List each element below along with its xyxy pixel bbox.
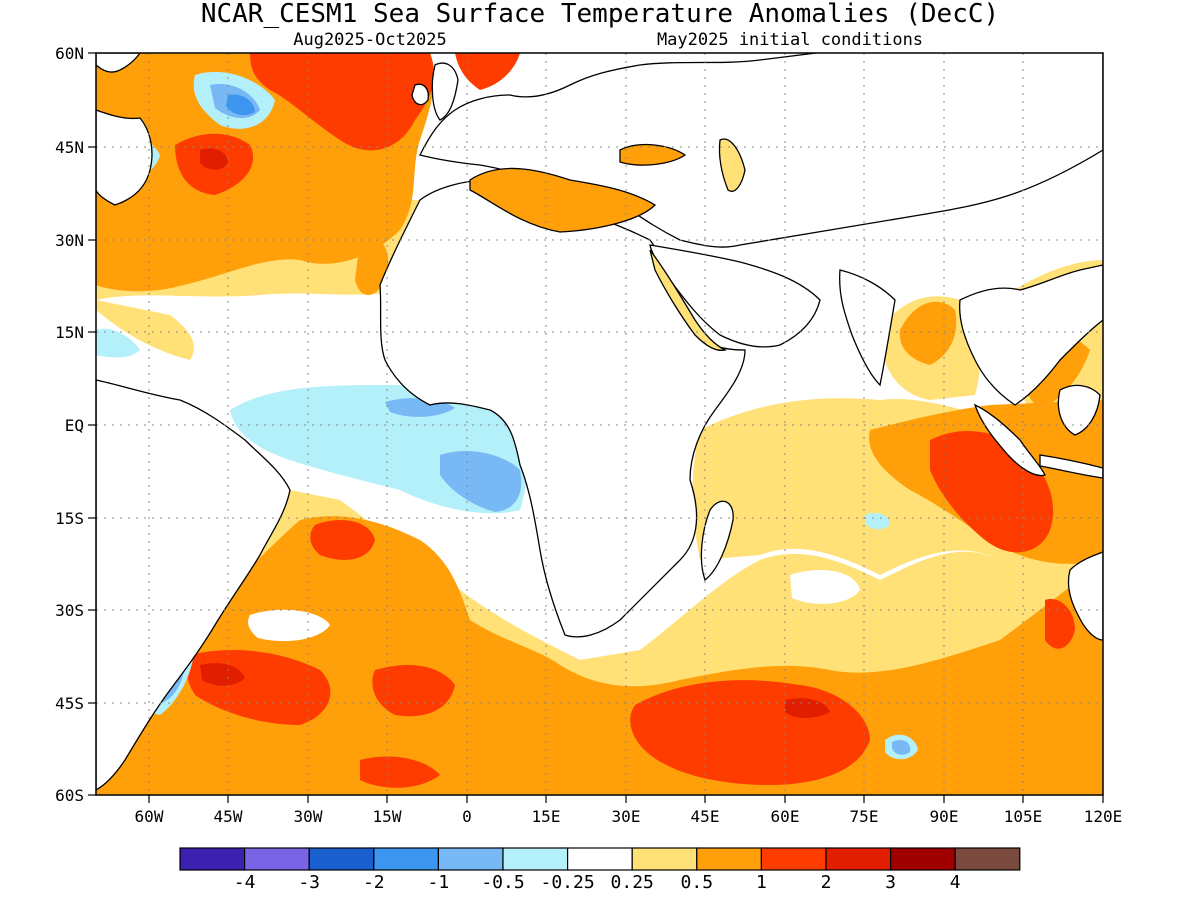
- lat-label-eq: EQ: [65, 416, 84, 435]
- colorbar-label-10: 3: [885, 872, 896, 893]
- anomaly-region-light-warm-east-pacific-edge: [96, 300, 194, 360]
- map-title: NCAR_CESM1 Sea Surface Temperature Anoma…: [201, 0, 999, 29]
- colorbar-label-3: -1: [428, 872, 450, 893]
- colorbar-label-4: -0.5: [481, 872, 524, 893]
- lat-label-30n: 30N: [55, 231, 84, 250]
- lat-label-60s: 60S: [55, 786, 84, 805]
- sumatra-island: [973, 403, 1046, 477]
- colorbar-label-9: 2: [821, 872, 832, 893]
- lon-label-60w: 60W: [135, 807, 164, 826]
- colorbar-bin-2: [308, 847, 375, 871]
- black-sea-water: [619, 143, 687, 166]
- anomaly-region-very-hot-gulf-stream: [200, 148, 228, 170]
- colorbar-bin-8: [696, 847, 762, 871]
- anomaly-region-hot-north-atlantic: [250, 53, 435, 151]
- anomaly-region-very-hot-south-atlantic: [200, 663, 245, 686]
- colorbar-label-7: 0.5: [681, 872, 714, 893]
- colorbar-label-6: 0.25: [611, 872, 654, 893]
- ireland-island: [411, 83, 429, 106]
- great-britain-island: [431, 62, 459, 121]
- colorbar-labels: -4 -3 -2 -1 -0.5 -0.25 0.25 0.5 1 2 3 4: [234, 872, 961, 893]
- map-frame: [95, 52, 1104, 796]
- lon-label-60e: 60E: [771, 807, 800, 826]
- anomaly-region-warm-southern-ocean: [96, 758, 1103, 795]
- southeast-asia-landmass: [959, 264, 1103, 406]
- colorbar-bin-9: [760, 847, 827, 871]
- greenland-landmass: [96, 53, 141, 73]
- latitude-axis: [88, 52, 96, 796]
- lat-label-15s: 15S: [55, 509, 84, 528]
- africa-landmass: [379, 177, 746, 638]
- lat-label-30s: 30S: [55, 601, 84, 620]
- lon-label-120e: 120E: [1084, 807, 1123, 826]
- anomaly-region-neutral-indian: [790, 570, 860, 604]
- anomaly-region-colder-labrador: [226, 94, 255, 116]
- lat-label-15n: 15N: [55, 323, 84, 342]
- lon-label-45w: 45W: [214, 807, 243, 826]
- lon-label-30e: 30E: [612, 807, 641, 826]
- lat-label-60n: 60N: [55, 44, 84, 63]
- plot-area: [96, 53, 1103, 795]
- colorbar-label-8: 1: [756, 872, 767, 893]
- land-masses: [96, 53, 1103, 791]
- lon-label-30w: 30W: [294, 807, 323, 826]
- lon-label-15e: 15E: [532, 807, 561, 826]
- colorbar: [179, 847, 1021, 871]
- anomaly-region-cold-kerguelen: [892, 740, 911, 755]
- india-subcontinent: [839, 269, 896, 387]
- anomaly-region-very-hot-southern-indian: [785, 698, 830, 718]
- colorbar-bin-12: [954, 847, 1021, 871]
- lon-label-15w: 15W: [373, 807, 402, 826]
- borneo-island: [1057, 384, 1101, 436]
- colorbar-bin-1: [244, 847, 310, 871]
- north-america-landmass: [96, 109, 153, 206]
- caspian-sea-water: [718, 138, 746, 192]
- forecast-period: Aug2025-Oct2025: [293, 30, 447, 50]
- anomaly-region-cool-east-pacific: [96, 328, 140, 358]
- madagascar-island: [700, 500, 734, 582]
- colorbar-bin-0: [179, 847, 246, 871]
- lon-label-75e: 75E: [850, 807, 879, 826]
- colorbar-label-1: -3: [298, 872, 320, 893]
- lat-label-45n: 45N: [55, 138, 84, 157]
- anomaly-region-cold-tropical-atlantic: [440, 450, 522, 512]
- anomaly-region-hot-west-australia: [1045, 599, 1075, 649]
- red-sea-water: [649, 249, 727, 351]
- longitude-axis: [148, 795, 1104, 803]
- colorbar-label-0: -4: [234, 872, 256, 893]
- colorbar-label-11: 4: [950, 872, 961, 893]
- colorbar-bin-5: [502, 847, 569, 871]
- colorbar-label-5: -0.25: [541, 872, 595, 893]
- australia-landmass: [1067, 551, 1103, 641]
- longitude-labels: 60W 45W 30W 15W 0 15E 30E 45E 60E 75E 90…: [135, 807, 1123, 826]
- anomaly-region-warm-canary: [355, 237, 389, 295]
- initial-conditions-label: May2025 initial conditions: [657, 30, 923, 50]
- anomaly-region-neutral-south-atlantic: [248, 609, 330, 642]
- anomaly-region-hot-brazil: [310, 520, 375, 560]
- colorbar-bin-4: [437, 847, 504, 871]
- java-island: [1039, 454, 1103, 479]
- south-america-landmass: [96, 379, 291, 791]
- colorbar-bin-10: [825, 847, 892, 871]
- colorbar-bin-6: [566, 847, 633, 871]
- anomaly-region-hot-north-sea: [455, 53, 520, 90]
- mediterranean-sea-water: [469, 167, 657, 233]
- lon-label-90e: 90E: [930, 807, 959, 826]
- lon-label-45e: 45E: [691, 807, 720, 826]
- lat-label-45s: 45S: [55, 694, 84, 713]
- anomaly-region-warm-arabian: [899, 301, 957, 365]
- lon-label-0: 0: [462, 807, 472, 826]
- colorbar-bin-11: [889, 847, 956, 871]
- latitude-labels: 60N 45N 30N 15N EQ 15S 30S 45S 60S: [55, 44, 84, 805]
- anomaly-region-cool-indian-small: [865, 513, 890, 530]
- colorbar-label-2: -2: [363, 872, 385, 893]
- anomaly-region-hot-southern-atlantic-low: [360, 756, 440, 788]
- colorbar-bin-7: [631, 847, 698, 871]
- colorbar-bin-3: [373, 847, 439, 871]
- lon-label-105e: 105E: [1004, 807, 1043, 826]
